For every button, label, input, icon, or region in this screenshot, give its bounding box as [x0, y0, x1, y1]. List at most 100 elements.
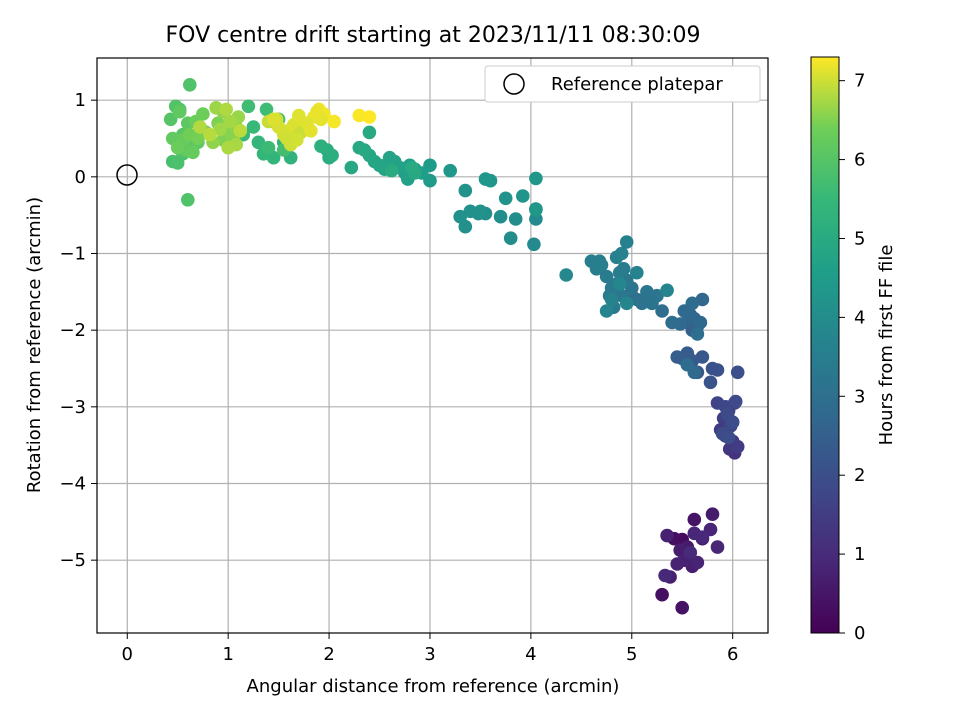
data-point — [675, 600, 689, 615]
y-tick-label: −4 — [59, 474, 86, 495]
data-point — [290, 133, 304, 147]
data-point — [246, 120, 261, 134]
data-point — [730, 439, 745, 454]
plot-frame — [96, 57, 769, 634]
data-point — [196, 107, 210, 121]
data-point — [599, 304, 614, 318]
data-point — [508, 212, 523, 226]
data-point — [604, 292, 619, 307]
data-point — [710, 540, 725, 554]
y-axis-label: Rotation from reference (arcmin) — [24, 197, 45, 493]
data-point — [453, 209, 468, 224]
x-tick-label: 4 — [525, 644, 536, 665]
data-point — [266, 112, 281, 127]
data-point — [458, 183, 473, 198]
data-point — [259, 102, 274, 117]
data-point — [690, 327, 705, 341]
data-point — [344, 160, 359, 175]
data-point — [612, 277, 627, 292]
data-point — [493, 209, 508, 224]
data-point — [304, 124, 318, 138]
x-tick-label: 6 — [727, 644, 738, 665]
data-point — [559, 268, 573, 282]
x-tick-label: 5 — [626, 644, 637, 665]
colorbar-tick-label: 3 — [854, 386, 865, 407]
data-point — [529, 203, 543, 217]
data-point — [599, 269, 614, 284]
data-point — [705, 361, 720, 376]
data-point — [405, 160, 419, 175]
data-point — [310, 104, 324, 119]
data-point — [529, 171, 543, 186]
legend: Reference platepar — [484, 65, 761, 103]
colorbar-ticks: 0 1 2 3 4 5 6 7 — [839, 71, 865, 644]
data-point — [219, 102, 233, 117]
data-point — [705, 507, 720, 521]
data-point — [357, 143, 372, 157]
data-point — [183, 78, 197, 92]
data-point — [458, 219, 473, 234]
data-point — [655, 587, 669, 602]
data-point — [658, 568, 672, 583]
colorbar-tick-label: 2 — [854, 465, 865, 486]
data-point — [213, 122, 227, 137]
x-tick-label: 1 — [222, 644, 233, 665]
grid-lines — [97, 58, 768, 633]
x-axis-label: Angular distance from reference (arcmin) — [247, 676, 620, 697]
data-point — [251, 135, 266, 150]
colorbar-tick-label: 7 — [854, 71, 865, 92]
data-point — [473, 204, 488, 219]
data-point — [516, 189, 530, 203]
y-tick-label: −2 — [59, 320, 86, 341]
data-point — [619, 235, 634, 249]
data-point — [619, 296, 634, 311]
x-axis-ticks: 0 1 2 3 4 5 6 — [122, 633, 738, 665]
legend-box — [484, 65, 761, 103]
data-point — [685, 296, 700, 311]
data-point — [223, 114, 237, 129]
data-point — [665, 315, 679, 330]
data-point — [695, 530, 710, 544]
y-axis-ticks: 1 0 −1 −2 −3 −4 −5 — [59, 90, 97, 571]
data-point — [261, 140, 276, 155]
data-point — [655, 304, 669, 318]
data-point — [362, 110, 377, 124]
y-tick-label: −5 — [59, 550, 86, 571]
data-point — [503, 231, 518, 245]
data-point — [635, 296, 649, 311]
data-point — [325, 148, 339, 163]
legend-label: Reference platepar — [551, 74, 723, 95]
data-point — [314, 139, 328, 153]
data-point — [279, 131, 294, 146]
data-point — [443, 163, 458, 178]
data-point — [725, 415, 740, 430]
data-point — [203, 127, 217, 142]
data-point — [172, 104, 187, 119]
data-point — [193, 120, 207, 134]
data-point — [614, 246, 629, 261]
colorbar — [810, 56, 840, 634]
data-point — [352, 108, 367, 123]
data-point — [527, 237, 541, 252]
data-point — [382, 150, 397, 165]
y-tick-label: −1 — [59, 244, 86, 265]
chart-title: FOV centre drift starting at 2023/11/11 … — [166, 23, 701, 48]
data-point — [221, 140, 235, 155]
legend-marker-icon — [503, 73, 525, 95]
data-point — [478, 172, 493, 186]
data-point — [721, 430, 736, 445]
data-points — [163, 78, 745, 615]
y-tick-label: 1 — [75, 90, 86, 111]
data-point — [592, 254, 607, 268]
data-point — [498, 191, 513, 206]
data-point — [327, 114, 341, 129]
data-point — [693, 315, 708, 330]
colorbar-tick-label: 5 — [854, 228, 865, 249]
x-tick-label: 0 — [122, 644, 133, 665]
data-point — [233, 124, 248, 138]
data-point — [687, 512, 702, 527]
data-point — [186, 145, 200, 160]
reference-platepar-marker — [116, 164, 138, 186]
data-point — [616, 262, 631, 276]
